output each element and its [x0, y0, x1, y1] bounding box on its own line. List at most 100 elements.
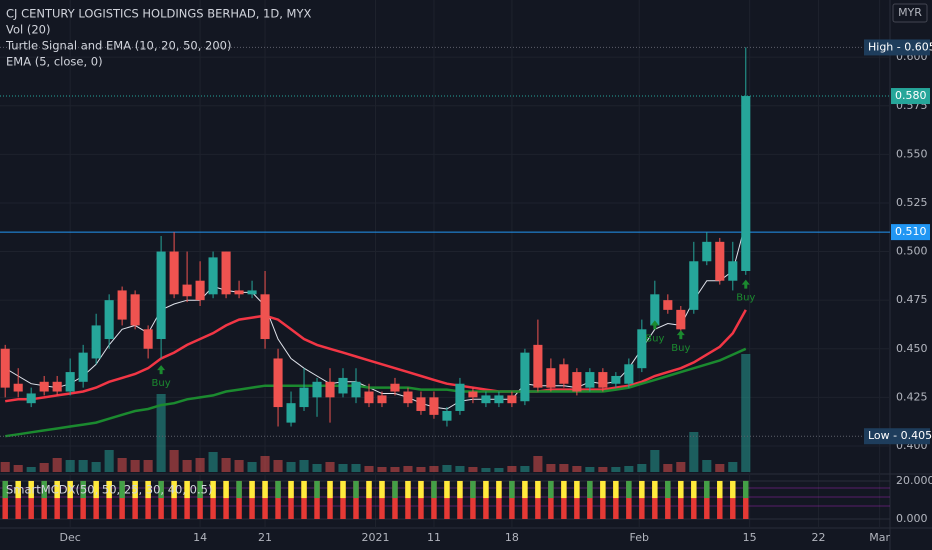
- indicator-bar: [392, 480, 398, 520]
- indicator-bar: [171, 480, 177, 520]
- indicator-bar: [41, 480, 47, 520]
- candle-body: [78, 352, 88, 382]
- candle-body: [481, 395, 491, 404]
- x-tick-label: 2021: [361, 531, 389, 544]
- candle-body: [429, 397, 439, 415]
- candle-body: [455, 383, 465, 411]
- buy-label: Buy: [671, 343, 690, 354]
- candle-body: [585, 372, 595, 388]
- indicator-bar: [67, 480, 73, 499]
- indicator-bar: [223, 480, 229, 499]
- volume-bar: [637, 464, 647, 472]
- candle-body: [520, 352, 530, 402]
- buy-label: Buy: [152, 378, 171, 389]
- volume-bar: [442, 465, 452, 472]
- volume-bar: [572, 466, 582, 472]
- candle-body: [325, 381, 335, 398]
- indicator-bar: [28, 480, 34, 520]
- indicator-bar: [730, 480, 736, 499]
- candle-body: [637, 329, 647, 369]
- ema-line: [4, 222, 747, 410]
- legend-item: Turtle Signal and EMA (10, 20, 50, 200): [5, 39, 231, 53]
- buy-arrow: [676, 330, 685, 340]
- candle-body: [546, 368, 556, 388]
- volume-bar: [468, 467, 478, 472]
- indicator-bar: [314, 480, 320, 520]
- indicator-bar: [600, 480, 606, 520]
- volume-bar: [676, 462, 686, 472]
- indicator-bar: [262, 480, 268, 499]
- indicator-bar: [132, 480, 138, 499]
- currency-box: [892, 3, 928, 23]
- indicator-bar: [457, 480, 463, 520]
- indicator-bar: [431, 480, 437, 499]
- indicator-bar: [587, 480, 593, 499]
- candle-body: [559, 364, 569, 384]
- volume-bar: [338, 464, 348, 472]
- candle-body: [572, 372, 582, 392]
- candle-body: [273, 358, 283, 408]
- y-tick-label: 0.550: [896, 147, 928, 160]
- indicator-bar: [561, 480, 567, 520]
- indicator-bar: [236, 480, 242, 520]
- indicator-bar: [288, 480, 294, 520]
- indicator-bar: [392, 480, 398, 499]
- price-label-box: [891, 88, 930, 105]
- candle-body: [364, 391, 374, 404]
- candle-body: [130, 294, 140, 326]
- buy-arrow: [157, 365, 166, 375]
- indicator-bar: [262, 480, 268, 520]
- indicator-bar: [54, 480, 60, 499]
- y-tick-label: 0.450: [896, 342, 928, 355]
- volume-bar: [351, 464, 361, 472]
- price-label-box: [864, 39, 930, 56]
- volume-bar: [520, 466, 530, 472]
- indicator-bar: [483, 480, 489, 499]
- indicator-bar: [2, 480, 8, 520]
- volume-bar: [286, 462, 296, 472]
- indicator-bar: [444, 480, 450, 520]
- indicator-bar: [717, 480, 723, 520]
- candle-body: [247, 290, 257, 295]
- candle-body: [663, 300, 673, 310]
- indicator-bar: [340, 480, 346, 499]
- indicator-bar: [457, 480, 463, 499]
- volume-bar: [65, 460, 75, 472]
- indicator-bar: [639, 480, 645, 520]
- indicator-bar: [444, 480, 450, 499]
- volume-bar: [104, 450, 114, 472]
- indicator-bar: [626, 480, 632, 499]
- indicator-bar: [2, 480, 8, 499]
- volume-bar: [117, 458, 127, 472]
- indicator-bar: [509, 480, 515, 499]
- candle-body: [650, 294, 660, 326]
- volume-bar: [650, 450, 660, 472]
- indicator-bar: [236, 480, 242, 499]
- candle-body: [403, 391, 413, 404]
- indicator-bar: [67, 480, 73, 520]
- indicator-tick-label: 0.000: [896, 512, 928, 525]
- indicator-bar: [210, 480, 216, 499]
- volume-bar: [546, 464, 556, 472]
- candle-body: [338, 377, 348, 394]
- candle-body: [117, 290, 127, 320]
- price-label-box: [864, 428, 930, 445]
- indicator-bar: [678, 480, 684, 520]
- volume-bar: [481, 468, 491, 472]
- indicator-bar: [145, 480, 151, 499]
- volume-bar: [507, 466, 517, 472]
- indicator-bar: [652, 480, 658, 499]
- indicator-bar: [80, 480, 86, 499]
- x-tick-label: 18: [505, 531, 519, 544]
- candle-body: [143, 329, 153, 349]
- candle-body: [676, 309, 686, 330]
- candle-body: [598, 372, 608, 388]
- volume-bar: [312, 464, 322, 472]
- buy-label: Buy: [645, 333, 664, 344]
- indicator-bar: [431, 480, 437, 520]
- volume-bar: [624, 466, 634, 472]
- indicator-bar: [119, 480, 125, 520]
- volume-bar: [260, 456, 270, 472]
- indicator-bar: [704, 480, 710, 520]
- price-label-box: [891, 224, 930, 241]
